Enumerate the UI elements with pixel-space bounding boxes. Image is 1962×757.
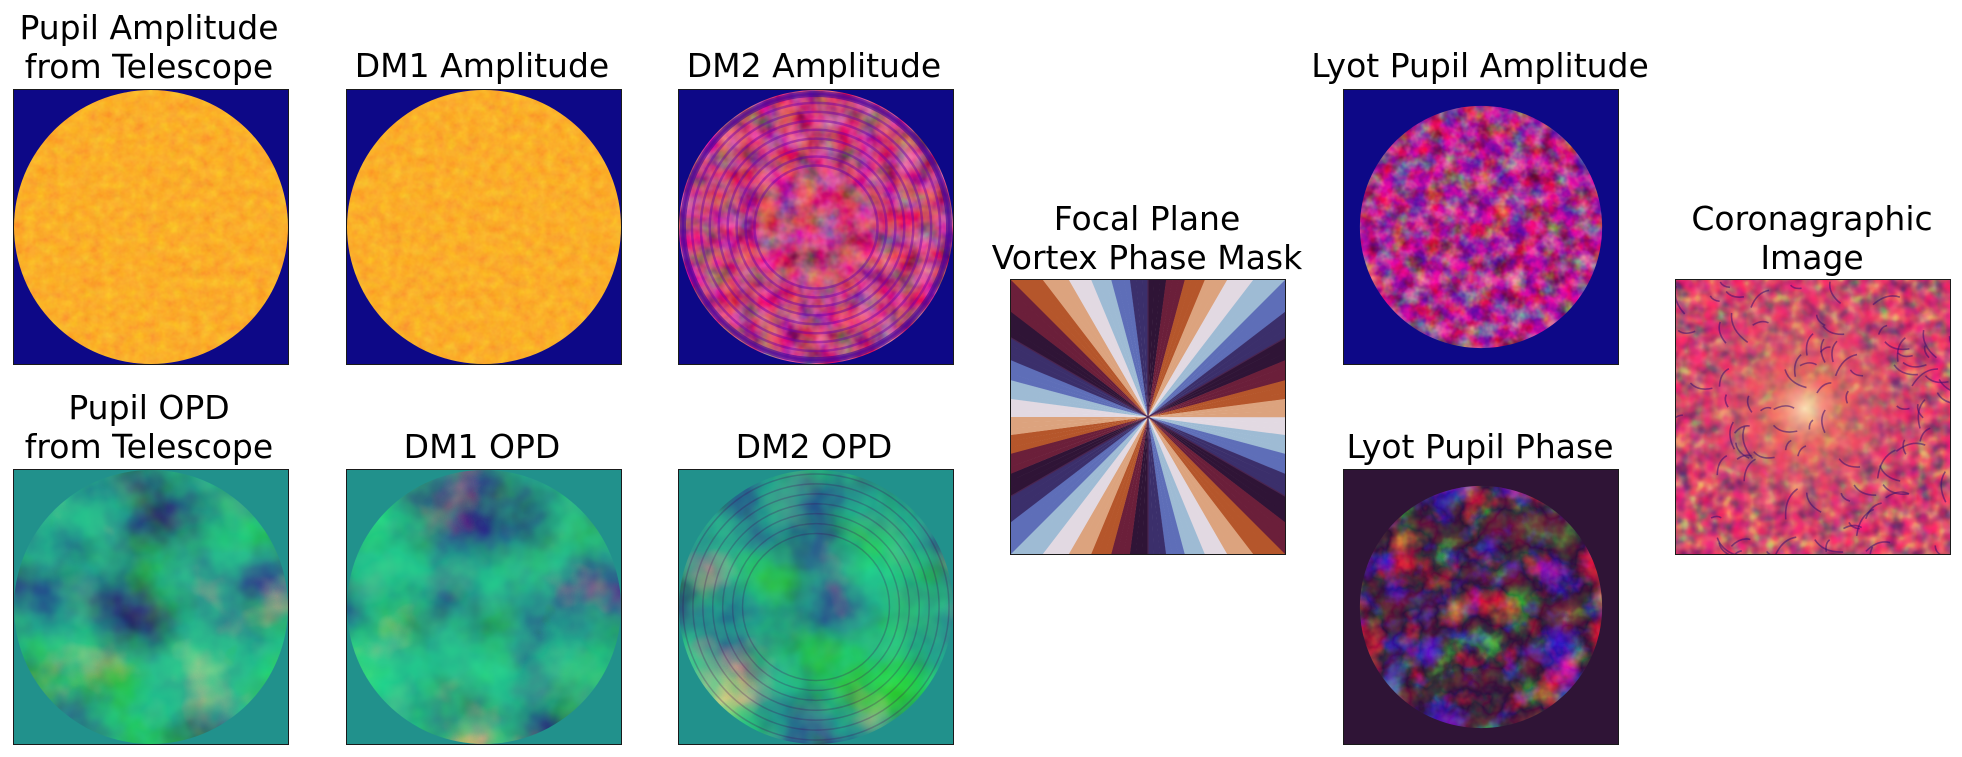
pupil-amplitude-image	[13, 89, 289, 365]
lyot-phase-image	[1343, 469, 1619, 745]
dm2-amplitude-image	[678, 89, 954, 365]
dm1-amplitude-image	[346, 89, 622, 365]
panel-title: Lyot Pupil Amplitude	[1260, 46, 1700, 85]
dm1-opd-image	[346, 469, 622, 745]
panel-title: Lyot Pupil Phase	[1260, 427, 1700, 466]
panel-title: DM2 Amplitude	[594, 46, 1034, 85]
coronagraphic-image	[1675, 279, 1951, 555]
panel-title: Coronagraphic Image	[1592, 199, 1962, 277]
panel-title: DM2 OPD	[594, 427, 1034, 466]
dm2-opd-image	[678, 469, 954, 745]
vortex-mask-image	[1010, 279, 1286, 555]
panel-title: Focal Plane Vortex Phase Mask	[927, 199, 1367, 277]
pupil-opd-image	[13, 469, 289, 745]
lyot-amplitude-image	[1343, 89, 1619, 365]
